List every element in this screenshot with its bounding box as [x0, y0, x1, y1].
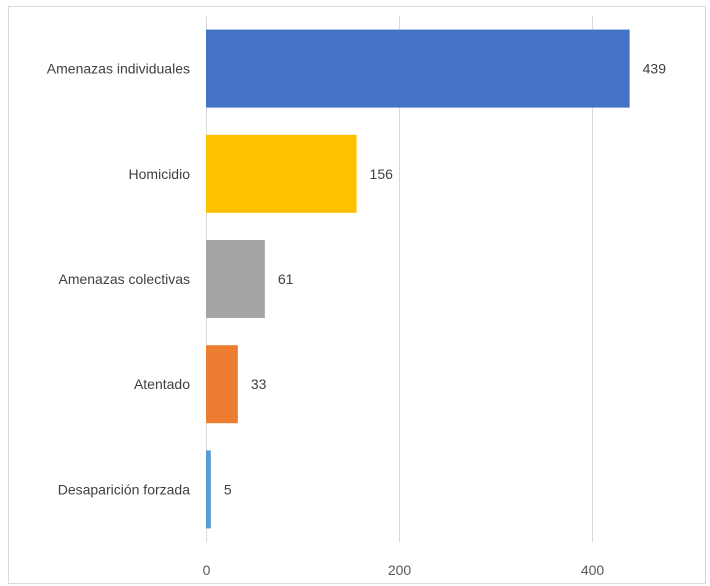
- category-label: Amenazas individuales: [47, 61, 190, 77]
- x-tick-label: 0: [203, 562, 211, 578]
- bars: [206, 29, 630, 529]
- category-labels: Amenazas individuales Homicidio Amenazas c…: [47, 61, 190, 498]
- x-tick-label: 400: [581, 562, 605, 578]
- category-label: Homicidio: [129, 166, 191, 182]
- bar: [206, 29, 630, 108]
- value-label: 439: [643, 61, 667, 77]
- value-label: 5: [224, 481, 232, 497]
- category-label: Atentado: [134, 376, 190, 392]
- value-label: 156: [370, 166, 394, 182]
- bar: [206, 450, 211, 529]
- bar: [206, 240, 265, 318]
- bar: [206, 345, 238, 424]
- bar: [206, 134, 357, 213]
- category-label: Amenazas colectivas: [58, 271, 190, 287]
- x-tick-label: 200: [388, 562, 412, 578]
- x-tick-labels: 0 200 400: [203, 562, 605, 578]
- value-label: 61: [278, 271, 294, 287]
- category-label: Desaparición forzada: [58, 481, 191, 497]
- value-label: 33: [251, 376, 267, 392]
- value-labels: 439 156 61 33 5: [224, 61, 666, 498]
